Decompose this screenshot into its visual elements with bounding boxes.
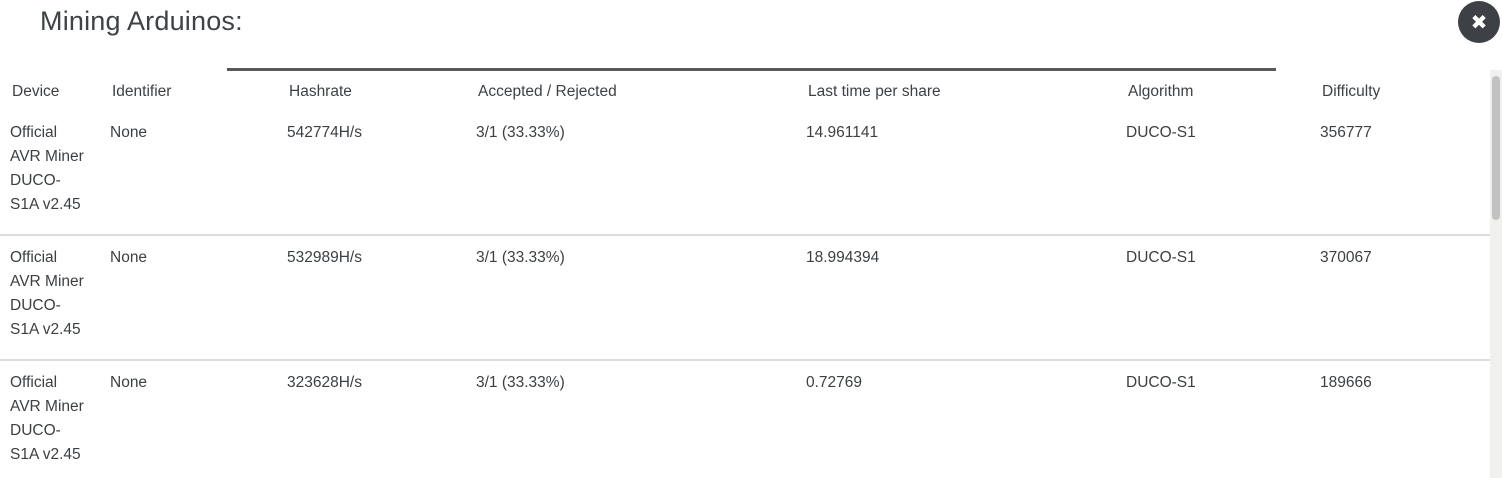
vertical-scrollbar[interactable] bbox=[1490, 70, 1502, 478]
table-row: Official AVR Miner DUCO-S1A v2.45 None 323… bbox=[0, 360, 1502, 478]
cell-last_time_per_share: 18.994394 bbox=[796, 235, 1116, 361]
table-header-row: Device Identifier Hashrate Accepted / Rejec… bbox=[0, 73, 1502, 111]
cell-hashrate: 542774H/s bbox=[277, 111, 466, 236]
table-row: Official AVR Miner DUCO-S1A v2.45 None 542… bbox=[0, 111, 1502, 236]
cell-identifier: None bbox=[100, 360, 277, 478]
cell-hashrate: 323628H/s bbox=[277, 360, 466, 478]
cell-last_time_per_share: 14.961141 bbox=[796, 111, 1116, 236]
table-body: Official AVR Miner DUCO-S1A v2.45 None 542… bbox=[0, 111, 1502, 478]
cell-identifier: None bbox=[100, 235, 277, 361]
cell-identifier: None bbox=[100, 111, 277, 236]
cell-accepted_rejected: 3/1 (33.33%) bbox=[466, 360, 796, 478]
scrollbar-thumb[interactable] bbox=[1492, 76, 1500, 220]
cell-last_time_per_share: 0.72769 bbox=[796, 360, 1116, 478]
cell-device: Official AVR Miner DUCO-S1A v2.45 bbox=[0, 111, 100, 236]
cell-algorithm: DUCO-S1 bbox=[1116, 360, 1310, 478]
close-button[interactable]: ✖ bbox=[1458, 1, 1500, 43]
page-title: Mining Arduinos: bbox=[40, 6, 243, 36]
cell-difficulty: 189666 bbox=[1310, 360, 1502, 478]
cell-algorithm: DUCO-S1 bbox=[1116, 235, 1310, 361]
table-row: Official AVR Miner DUCO-S1A v2.45 None 532… bbox=[0, 235, 1502, 361]
cell-device: Official AVR Miner DUCO-S1A v2.45 bbox=[0, 360, 100, 478]
cell-accepted_rejected: 3/1 (33.33%) bbox=[466, 235, 796, 361]
column-header-device: Device bbox=[12, 83, 60, 100]
close-icon: ✖ bbox=[1470, 10, 1488, 34]
column-header-algorithm: Algorithm bbox=[1128, 83, 1194, 100]
miners-table: Device Identifier Hashrate Accepted / Rejec… bbox=[0, 73, 1502, 478]
column-header-last_time_per_share: Last time per share bbox=[808, 83, 941, 100]
column-header-identifier: Identifier bbox=[112, 83, 172, 100]
column-header-difficulty: Difficulty bbox=[1322, 83, 1381, 100]
cell-hashrate: 532989H/s bbox=[277, 235, 466, 361]
table-top-border bbox=[227, 68, 1276, 71]
cell-difficulty: 370067 bbox=[1310, 235, 1502, 361]
cell-accepted_rejected: 3/1 (33.33%) bbox=[466, 111, 796, 236]
cell-difficulty: 356777 bbox=[1310, 111, 1502, 236]
cell-device: Official AVR Miner DUCO-S1A v2.45 bbox=[0, 235, 100, 361]
cell-algorithm: DUCO-S1 bbox=[1116, 111, 1310, 236]
column-header-accepted_rejected: Accepted / Rejected bbox=[478, 83, 617, 100]
column-header-hashrate: Hashrate bbox=[289, 83, 352, 100]
